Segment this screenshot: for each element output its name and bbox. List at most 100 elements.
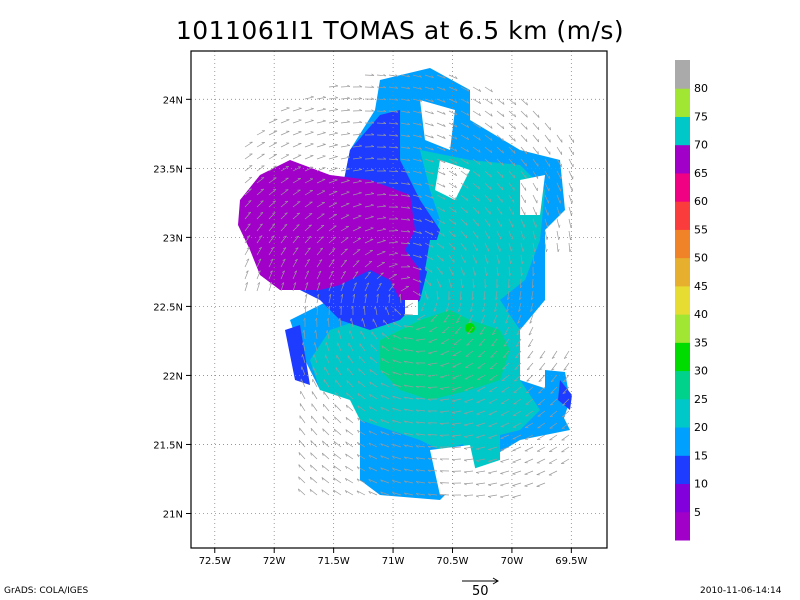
wind-vector-head [334,131,338,134]
wind-vector [484,134,493,141]
wind-vector-head [502,138,505,142]
wind-vector [568,182,573,192]
wind-vector-head [358,203,362,205]
x-tick-label: 71W [382,556,405,567]
wind-vector [508,134,516,142]
wind-vector [359,343,366,352]
wind-vector [532,206,537,216]
y-tick-label: 23N [163,233,183,244]
wind-vector [304,143,314,148]
wind-vector-head [486,272,488,276]
wind-vector-head [371,121,375,124]
wind-vector [392,359,402,364]
wind-vector-head [334,155,338,157]
wind-vector [489,386,498,392]
wind-vector [352,157,362,160]
wind-vector-head [463,448,468,450]
wind-vector [323,391,330,400]
wind-vector [500,434,510,439]
wind-vector [310,464,318,472]
wind-vector [488,494,498,497]
wind-vector [433,302,438,312]
wind-vector [376,98,386,101]
wind-vector-head [392,444,395,447]
wind-vector [556,134,563,143]
wind-vector [520,110,528,118]
wind-vector-head [392,468,395,471]
wind-vector [388,274,397,280]
y-tick-label: 21.5N [153,440,183,451]
wind-vector [368,478,378,484]
wind-vector-head [314,329,317,334]
wind-vector [457,302,462,312]
wind-vector-head [311,415,313,419]
wind-vector-head [431,111,434,115]
wind-vector [508,146,516,154]
wind-vector-head [419,147,422,150]
speed-maximum-patch [465,323,475,333]
wind-vector [316,190,326,196]
wind-vector-head [313,342,316,346]
wind-vector-head [371,73,375,76]
wind-vector [568,194,573,204]
wind-vector-head [526,114,528,118]
wind-vector-head [326,317,329,321]
wind-vector-head [248,200,252,202]
wind-vector [311,391,318,400]
wind-vector [338,330,342,340]
missing-data-gap [405,300,418,315]
wind-vector [508,266,510,277]
wind-vector-head [403,432,407,436]
wind-vector [388,170,398,173]
wind-vector-head [367,271,371,274]
software-credit: GrADS: COLA/IGES [4,586,89,596]
wind-vector-head [368,442,371,446]
wind-vector-head [298,452,300,456]
wind-vector [460,170,469,177]
wind-vector-head [551,356,555,359]
wind-vector-head [500,461,504,463]
wind-vector-head [427,398,431,401]
wind-vector-head [320,224,325,227]
wind-vector-head [298,476,300,480]
wind-vector-head [368,454,371,458]
wind-vector-head [307,247,311,250]
wind-vector [304,166,314,172]
wind-vector [345,490,354,496]
wind-vector-head [392,480,395,483]
wind-vector-head [407,170,411,173]
wind-vector [268,177,277,184]
wind-vector [520,98,528,106]
wind-vector [472,278,474,289]
wind-vector-head [362,305,365,309]
wind-vector-head [463,495,467,498]
wind-vector-head [334,392,337,396]
wind-vector [256,235,263,244]
wind-vector-head [303,305,307,309]
wind-vector [412,278,422,283]
wind-vector [496,218,502,228]
wind-vector [464,410,474,414]
wind-vector [483,290,486,300]
wind-vector [460,158,469,165]
wind-vector [476,410,486,415]
wind-vector-head [358,356,361,360]
x-tick-label: 72W [263,556,286,567]
wind-vector-head [303,317,306,321]
wind-vector [328,97,338,100]
wind-vector [484,170,492,178]
wind-vector-head [497,273,500,277]
wind-vector-head [347,96,351,99]
wind-vector-head [522,248,525,252]
wind-vector [280,189,289,196]
wind-vector [256,142,265,148]
wind-vector [556,146,563,155]
wind-vector [412,182,422,186]
wind-vector-head [342,271,346,274]
wind-vector [436,290,438,301]
wind-vector-head [258,246,262,250]
wind-vector [500,446,510,451]
wind-vector [328,202,338,208]
wind-vector [476,482,486,485]
wind-vector [544,242,547,252]
